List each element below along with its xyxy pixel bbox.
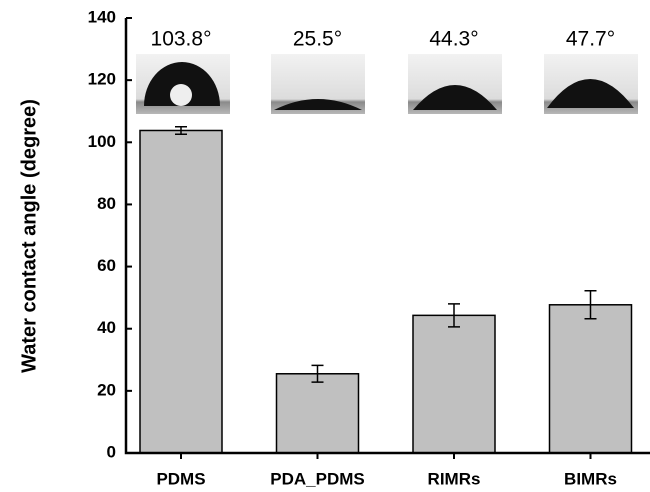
- value-label: 44.3°: [429, 28, 478, 51]
- y-tick-label: 100: [88, 132, 116, 151]
- bar: [275, 373, 360, 454]
- bar: [139, 129, 223, 454]
- x-tick-label: PDA_PDMS: [270, 469, 364, 488]
- y-tick-label: 20: [97, 380, 116, 399]
- value-label: 103.8°: [151, 28, 212, 51]
- y-tick-label: 0: [107, 442, 116, 461]
- value-label: 47.7°: [566, 28, 615, 51]
- error-bar: [448, 303, 460, 328]
- error-bar: [584, 290, 597, 320]
- value-label: 25.5°: [293, 28, 342, 51]
- droplet-images: [136, 54, 638, 114]
- x-tick-label: PDMS: [156, 469, 205, 488]
- error-bar: [175, 126, 187, 135]
- axes: [124, 18, 650, 455]
- y-tick-label: 60: [97, 256, 116, 275]
- y-tick-label: 40: [97, 318, 116, 337]
- error-bar: [311, 364, 324, 383]
- bar: [548, 304, 633, 454]
- y-tick-label: 80: [97, 194, 116, 213]
- y-axis-title: Water contact angle (degree): [18, 99, 40, 373]
- y-tick-label: 140: [88, 7, 116, 26]
- bar: [412, 314, 496, 454]
- x-tick-label: BIMRs: [564, 469, 617, 488]
- y-tick-label: 120: [88, 70, 116, 89]
- x-tick-label: RIMRs: [428, 469, 481, 488]
